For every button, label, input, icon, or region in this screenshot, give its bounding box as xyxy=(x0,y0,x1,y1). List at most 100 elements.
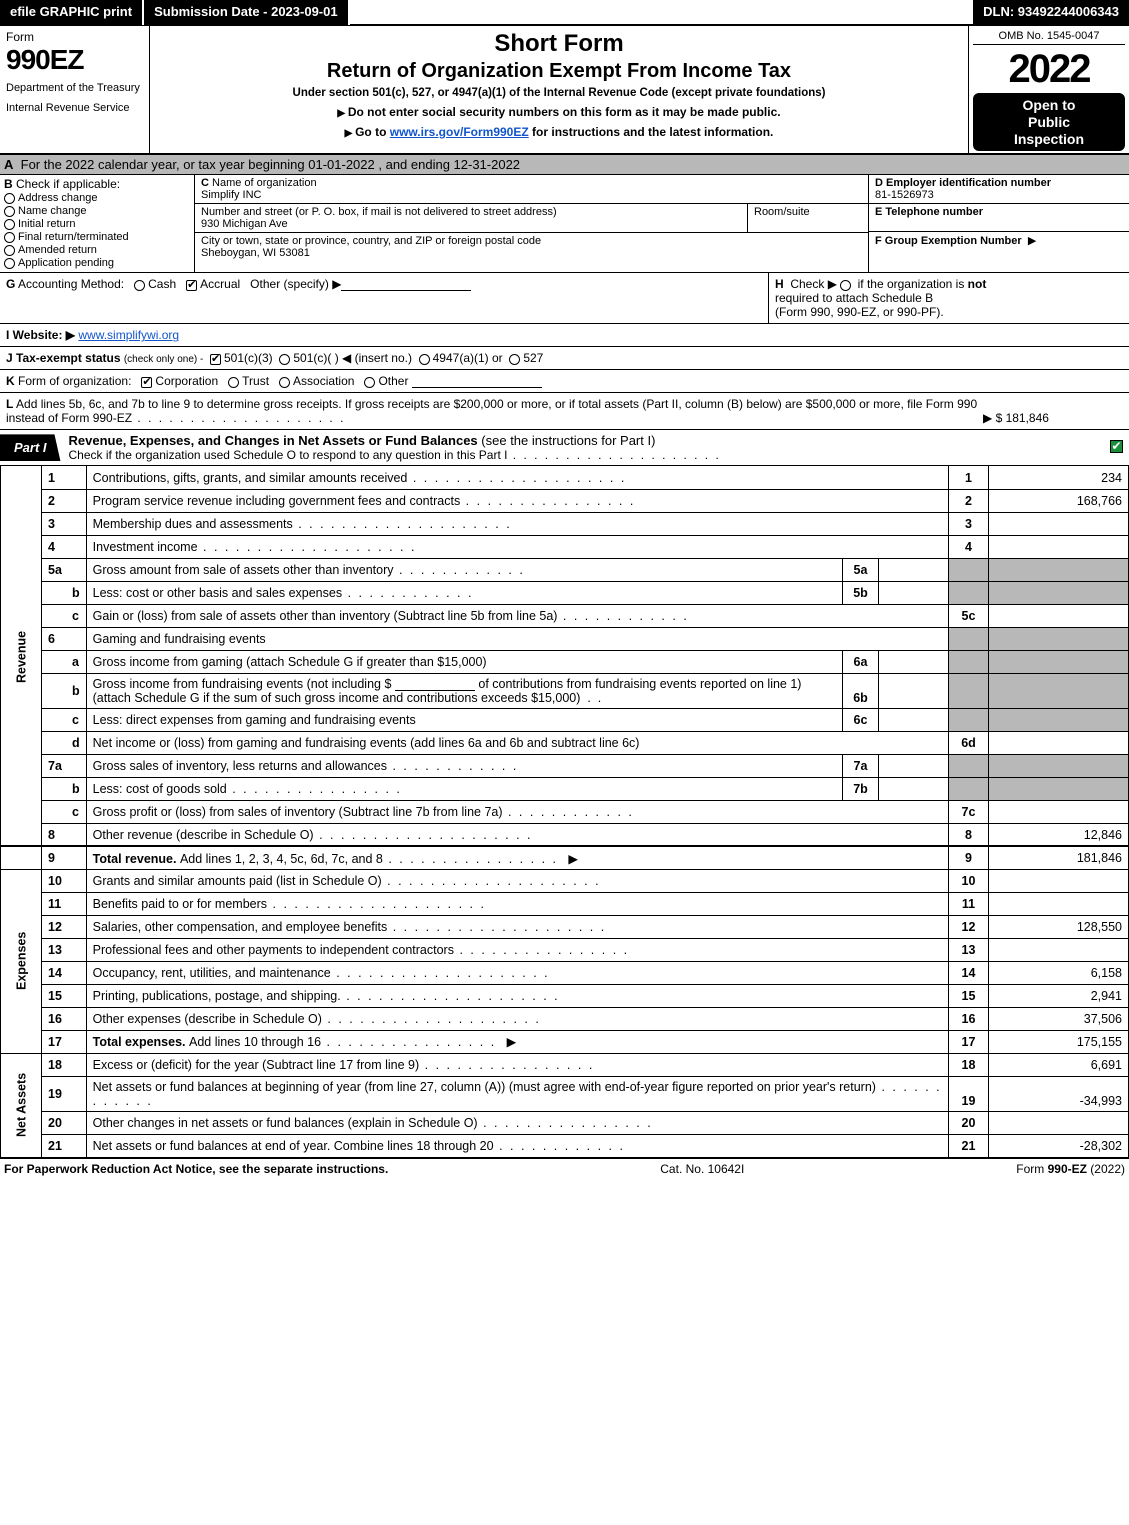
l6a-sub: 6a xyxy=(843,650,879,673)
l12-num: 12 xyxy=(42,915,87,938)
part-1-title: Revenue, Expenses, and Changes in Net As… xyxy=(69,433,1103,462)
l7c-num: c xyxy=(42,800,87,823)
line-19: 19 Net assets or fund balances at beginn… xyxy=(1,1076,1129,1111)
l17-code: 17 xyxy=(949,1030,989,1053)
l3-desc: Membership dues and assessments xyxy=(86,512,948,535)
g-letter: G xyxy=(6,277,15,291)
e-label: E Telephone number xyxy=(875,206,983,218)
f-arrow: ▶ xyxy=(1028,235,1036,247)
l5b-grey xyxy=(949,581,989,604)
h-check-text: Check ▶ xyxy=(790,277,837,291)
line-2: 2 Program service revenue including gove… xyxy=(1,489,1129,512)
other-specify-line[interactable] xyxy=(341,279,471,291)
line-15: 15 Printing, publications, postage, and … xyxy=(1,984,1129,1007)
k-other-line[interactable] xyxy=(412,376,542,388)
l12-amt: 128,550 xyxy=(989,915,1129,938)
c-letter: C xyxy=(201,177,209,189)
footer-mid: Cat. No. 10642I xyxy=(660,1162,744,1176)
cb-trust[interactable] xyxy=(228,377,239,388)
l13-code: 13 xyxy=(949,938,989,961)
l6c-desc: Less: direct expenses from gaming and fu… xyxy=(86,708,842,731)
cb-501c[interactable] xyxy=(279,354,290,365)
ein-value: 81-1526973 xyxy=(875,189,934,201)
line-12: 12 Salaries, other compensation, and emp… xyxy=(1,915,1129,938)
cb-501c3-checked[interactable] xyxy=(210,354,221,365)
cb-cash[interactable] xyxy=(134,280,145,291)
cb-initial-return[interactable]: Initial return xyxy=(4,218,190,230)
cb-corporation-checked[interactable] xyxy=(141,377,152,388)
line-18: Net Assets 18 Excess or (deficit) for th… xyxy=(1,1053,1129,1076)
cb-h[interactable] xyxy=(840,280,851,291)
line-9: 9 Total revenue. Add lines 1, 2, 3, 4, 5… xyxy=(1,846,1129,869)
l4-desc: Investment income xyxy=(86,535,948,558)
l5c-amt xyxy=(989,604,1129,627)
l13-desc: Professional fees and other payments to … xyxy=(86,938,948,961)
cb-application-pending[interactable]: Application pending xyxy=(4,257,190,269)
l7c-desc: Gross profit or (loss) from sales of inv… xyxy=(86,800,948,823)
f-label: F Group Exemption Number xyxy=(875,235,1022,247)
under-section: Under section 501(c), 527, or 4947(a)(1)… xyxy=(160,87,958,99)
l6b-sub: 6b xyxy=(843,673,879,708)
l6b-desc: Gross income from fundraising events (no… xyxy=(86,673,842,708)
l6d-amt xyxy=(989,731,1129,754)
cb-accrual-checked[interactable] xyxy=(186,280,197,291)
i-label: I Website: ▶ xyxy=(6,328,75,342)
website-link[interactable]: www.simplifywi.org xyxy=(78,328,179,342)
l11-num: 11 xyxy=(42,892,87,915)
cb-address-change[interactable]: Address change xyxy=(4,192,190,204)
l19-num: 19 xyxy=(42,1076,87,1111)
l6-grey xyxy=(949,627,989,650)
cb-other-org[interactable] xyxy=(364,377,375,388)
l6d-code: 6d xyxy=(949,731,989,754)
l15-amt: 2,941 xyxy=(989,984,1129,1007)
cb-amended-return[interactable]: Amended return xyxy=(4,244,190,256)
cb-4947[interactable] xyxy=(419,354,430,365)
h-letter: H xyxy=(775,277,784,291)
addr-label: Number and street (or P. O. box, if mail… xyxy=(201,206,557,218)
h-text4: (Form 990, 990-EZ, or 990-PF). xyxy=(775,305,944,319)
part-1-checkbox[interactable] xyxy=(1103,440,1129,456)
cb-527[interactable] xyxy=(509,354,520,365)
l5b-grey2 xyxy=(989,581,1129,604)
name-org-label: Name of organization xyxy=(212,177,317,189)
line-3: 3 Membership dues and assessments 3 xyxy=(1,512,1129,535)
l13-amt xyxy=(989,938,1129,961)
cb-name-change[interactable]: Name change xyxy=(4,205,190,217)
other-specify: Other (specify) ▶ xyxy=(250,277,341,291)
l6b-blank[interactable] xyxy=(395,679,475,691)
l3-code: 3 xyxy=(949,512,989,535)
goto-link[interactable]: www.irs.gov/Form990EZ xyxy=(390,125,529,139)
part-1-header: Part I Revenue, Expenses, and Changes in… xyxy=(0,430,1129,466)
e-phone-row: E Telephone number xyxy=(869,204,1129,232)
l17-desc: Total expenses. Add lines 10 through 16 … xyxy=(86,1030,948,1053)
goto-pre: Go to xyxy=(355,125,390,139)
cb-association[interactable] xyxy=(279,377,290,388)
l7b-num: b xyxy=(42,777,87,800)
j-501c: 501(c)( ) ◀ (insert no.) xyxy=(293,351,412,365)
l4-amt xyxy=(989,535,1129,558)
line-7c: c Gross profit or (loss) from sales of i… xyxy=(1,800,1129,823)
l17-amt: 175,155 xyxy=(989,1030,1129,1053)
l7a-num: 7a xyxy=(42,754,87,777)
l11-code: 11 xyxy=(949,892,989,915)
k-trust: Trust xyxy=(242,374,269,388)
form-header: Form 990EZ Department of the Treasury In… xyxy=(0,26,1129,155)
row-l: L Add lines 5b, 6c, and 7b to line 9 to … xyxy=(0,393,1129,430)
l6a-num: a xyxy=(42,650,87,673)
l7a-grey2 xyxy=(989,754,1129,777)
l8-code: 8 xyxy=(949,823,989,846)
l21-num: 21 xyxy=(42,1134,87,1157)
l16-num: 16 xyxy=(42,1007,87,1030)
netassets-sidebar: Net Assets xyxy=(1,1053,42,1157)
l17-rest: Add lines 10 through 16 xyxy=(189,1035,496,1049)
l6c-num: c xyxy=(42,708,87,731)
l6c-grey2 xyxy=(989,708,1129,731)
efile-print-button[interactable]: efile GRAPHIC print xyxy=(0,0,144,25)
cb-final-return[interactable]: Final return/terminated xyxy=(4,231,190,243)
l8-num: 8 xyxy=(42,823,87,846)
line-6c: c Less: direct expenses from gaming and … xyxy=(1,708,1129,731)
l6a-grey xyxy=(949,650,989,673)
l7a-grey xyxy=(949,754,989,777)
row-a-text: For the 2022 calendar year, or tax year … xyxy=(21,157,520,172)
line-21: 21 Net assets or fund balances at end of… xyxy=(1,1134,1129,1157)
